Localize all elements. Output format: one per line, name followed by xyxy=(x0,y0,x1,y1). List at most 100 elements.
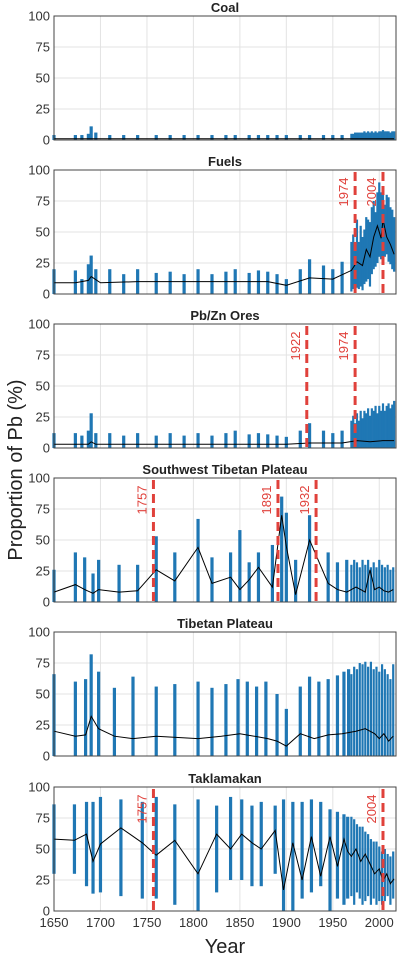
range-bar xyxy=(270,544,274,602)
range-bar xyxy=(381,130,385,140)
range-bar xyxy=(385,131,388,140)
range-bar xyxy=(254,686,259,756)
x-tick-label: 1700 xyxy=(86,915,115,930)
range-bar xyxy=(378,182,381,257)
range-bar xyxy=(375,567,378,602)
range-bar xyxy=(84,801,89,887)
range-bar xyxy=(136,135,140,140)
x-axis-label: Year xyxy=(205,936,246,958)
range-bar xyxy=(275,135,279,140)
range-bar xyxy=(154,686,158,756)
event-label-1922: 1922 xyxy=(288,332,303,361)
range-bar xyxy=(210,687,214,756)
range-bar xyxy=(224,684,228,756)
range-bar xyxy=(385,194,388,255)
range-bar xyxy=(256,270,261,294)
range-bar xyxy=(372,669,375,756)
range-bar xyxy=(245,681,249,756)
x-tick-label: 1900 xyxy=(272,915,301,930)
panel-4: 0 25 50 75 100 Tibetan Plateau xyxy=(28,616,397,764)
range-bar xyxy=(136,433,140,448)
range-bar xyxy=(367,131,370,140)
range-bar xyxy=(83,679,88,756)
range-bar xyxy=(91,573,95,602)
range-bar xyxy=(328,809,332,911)
range-bar xyxy=(389,679,392,756)
range-bar xyxy=(117,564,121,602)
range-bar xyxy=(247,135,251,140)
range-bar xyxy=(364,564,367,602)
range-bar xyxy=(80,135,84,140)
range-bar xyxy=(392,851,395,899)
range-bar xyxy=(196,135,200,140)
range-bar xyxy=(335,675,340,756)
range-bar xyxy=(355,413,359,448)
range-bar xyxy=(354,423,357,448)
range-bar xyxy=(89,413,93,448)
range-bar xyxy=(345,559,349,602)
range-bar xyxy=(364,831,367,902)
range-bar xyxy=(224,135,228,140)
range-bar xyxy=(380,410,383,448)
range-bar xyxy=(73,433,77,448)
range-bar xyxy=(196,681,200,756)
range-bar xyxy=(354,132,357,140)
range-bar xyxy=(376,132,379,140)
range-bar xyxy=(89,255,93,294)
y-tick-label: 100 xyxy=(28,163,50,178)
range-bar xyxy=(375,841,378,905)
range-bar xyxy=(173,804,177,905)
panel-title: Fuels xyxy=(208,154,242,169)
range-bar xyxy=(122,135,126,140)
range-bar xyxy=(326,679,330,756)
range-bar xyxy=(363,131,366,140)
range-bar xyxy=(256,552,261,602)
range-bar xyxy=(357,241,360,290)
range-bar xyxy=(259,801,263,887)
event-label-1974: 1974 xyxy=(336,178,351,207)
range-bar xyxy=(266,135,270,140)
range-bar xyxy=(284,135,288,140)
y-tick-label: 25 xyxy=(36,564,50,579)
range-bar xyxy=(361,559,364,602)
range-bar xyxy=(340,430,344,448)
range-bar xyxy=(355,132,359,140)
range-bar xyxy=(182,135,186,140)
range-bar xyxy=(331,135,335,140)
range-bar xyxy=(376,413,379,448)
mean-line xyxy=(53,827,395,890)
range-bar xyxy=(370,207,373,275)
range-bar xyxy=(73,270,77,294)
range-bar xyxy=(385,405,388,448)
range-bar xyxy=(264,681,268,756)
y-tick-label: 50 xyxy=(36,71,50,86)
range-bar xyxy=(122,435,126,448)
range-bar xyxy=(91,801,95,894)
y-tick-label: 100 xyxy=(28,9,50,24)
range-bar xyxy=(340,261,344,294)
range-bar xyxy=(386,564,389,602)
range-bar xyxy=(393,217,396,272)
range-bar xyxy=(374,131,377,140)
range-bar xyxy=(275,274,279,294)
range-bar xyxy=(284,279,288,294)
range-bar xyxy=(389,569,392,602)
range-bar xyxy=(266,271,270,294)
range-bar xyxy=(355,824,359,893)
x-tick-label: 1750 xyxy=(132,915,161,930)
range-bar xyxy=(168,135,172,140)
mean-line xyxy=(54,219,395,286)
range-bar xyxy=(210,274,214,294)
range-bar xyxy=(298,430,302,448)
range-bar xyxy=(307,423,312,448)
range-bar xyxy=(361,418,364,448)
range-bar xyxy=(307,676,312,756)
range-bar xyxy=(266,434,270,448)
range-bar xyxy=(284,512,288,602)
range-bar xyxy=(108,433,112,448)
y-tick-label: 50 xyxy=(36,687,50,702)
range-bar xyxy=(291,801,295,911)
range-bar xyxy=(350,674,353,756)
range-bar xyxy=(196,799,200,911)
